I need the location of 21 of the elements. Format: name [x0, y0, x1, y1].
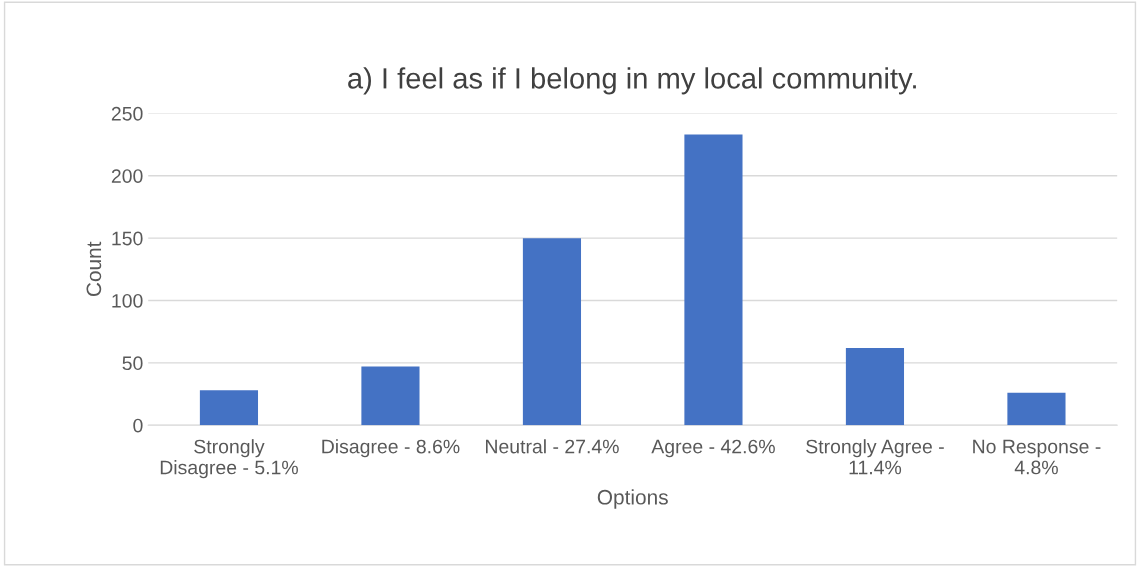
y-tick-label: 100 [112, 293, 143, 308]
y-axis-title: Count [86, 241, 102, 297]
bar [1007, 392, 1066, 426]
bar [845, 347, 905, 426]
bar [522, 238, 582, 426]
y-tick-label: 200 [111, 169, 143, 184]
x-tick-label: Strongly Disagree - 5.1% [160, 439, 298, 479]
bar [199, 390, 259, 426]
y-tick-label: 250 [111, 106, 143, 121]
x-tick-label: Disagree - 8.6% [322, 439, 460, 458]
y-tick-label: 150 [112, 231, 143, 246]
bar [684, 134, 743, 426]
bar [361, 366, 420, 426]
chart-title: a) I feel as if I belong in my local community. [348, 67, 916, 95]
y-tick-label: 0 [133, 418, 143, 433]
y-tick-label: 50 [122, 356, 143, 371]
x-tick-label: Strongly Agree - 11.4% [806, 439, 944, 475]
x-tick-label: Agree - 42.6% [651, 439, 775, 458]
x-tick-label: No Response - 4.8% [973, 439, 1101, 475]
x-tick-label: Neutral - 27.4% [486, 439, 619, 454]
x-axis-title: Options [597, 489, 668, 509]
